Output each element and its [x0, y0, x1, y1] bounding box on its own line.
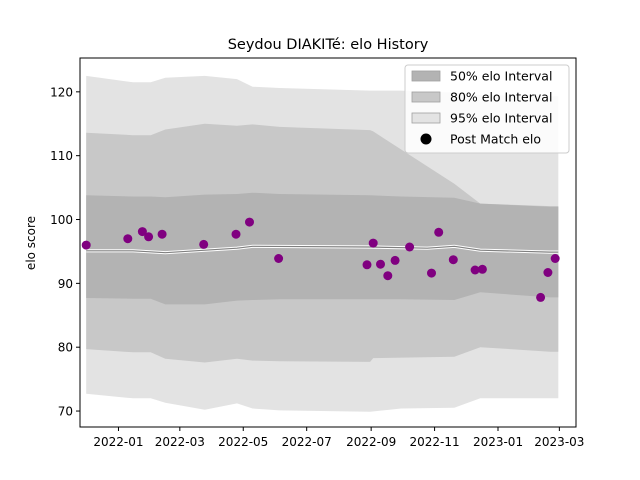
legend-label-3: Post Match elo: [450, 132, 541, 147]
y-tick-label-1: 80: [58, 341, 73, 355]
legend-marker-3: [420, 133, 432, 145]
y-axis-label: elo score: [24, 216, 38, 270]
legend-swatch-1: [411, 91, 441, 103]
chart-title: Seydou DIAKITé: elo History: [228, 37, 429, 53]
legend: 50% elo Interval 80% elo Interval 95% elo …: [404, 64, 570, 154]
x-tick-label-6: 2023-01: [473, 435, 523, 449]
legend-swatch-2: [411, 112, 441, 124]
y-tick-label-4: 110: [50, 149, 73, 163]
data-point-11: [376, 259, 385, 269]
legend-box: [404, 64, 570, 154]
data-point-21: [543, 268, 553, 277]
plot-area: [81, 75, 560, 412]
band-2: [86, 192, 559, 305]
data-point-2: [137, 227, 147, 237]
legend-swatch-0: [411, 70, 441, 82]
x-tick-label-4: 2022-09: [346, 435, 396, 449]
y-tick-label-2: 90: [58, 277, 73, 291]
y-tick-label-0: 70: [58, 405, 73, 419]
x-tick-label-0: 2022-01: [93, 435, 143, 449]
x-tick-label-2: 2022-05: [218, 435, 268, 449]
data-point-18: [470, 265, 480, 275]
legend-label-2: 95% elo Interval: [450, 111, 552, 126]
data-point-12: [383, 271, 393, 281]
data-point-3: [144, 232, 154, 242]
data-point-20: [536, 292, 546, 302]
x-tick-label-3: 2022-07: [282, 435, 332, 449]
data-point-9: [362, 260, 372, 270]
axes: 70 80 90 100 110 120 2022-01 2022-03 2022-05 2022…: [50, 57, 584, 449]
x-tick-label-5: 2022-11: [410, 435, 460, 449]
data-point-7: [245, 217, 254, 227]
mean-line: [86, 245, 559, 254]
y-tick-label-3: 100: [50, 213, 73, 227]
plot-frame: [79, 57, 577, 428]
data-point-22: [550, 254, 560, 263]
data-point-4: [157, 229, 167, 239]
x-tick-label-7: 2023-03: [534, 435, 584, 449]
data-point-16: [434, 227, 444, 237]
data-point-14: [405, 242, 415, 252]
legend-label-0: 50% elo Interval: [450, 69, 552, 84]
data-point-6: [231, 229, 241, 239]
data-point-5: [199, 239, 209, 249]
x-tick-label-1: 2022-03: [155, 435, 205, 449]
data-point-0: [81, 240, 91, 250]
legend-label-1: 80% elo Interval: [450, 90, 552, 105]
data-point-10: [368, 238, 378, 248]
data-point-19: [477, 264, 487, 274]
data-point-15: [427, 268, 436, 278]
data-point-17: [448, 255, 458, 265]
data-point-13: [390, 255, 400, 265]
data-point-8: [274, 254, 284, 263]
data-point-1: [123, 234, 133, 244]
y-tick-label-5: 120: [50, 85, 73, 99]
